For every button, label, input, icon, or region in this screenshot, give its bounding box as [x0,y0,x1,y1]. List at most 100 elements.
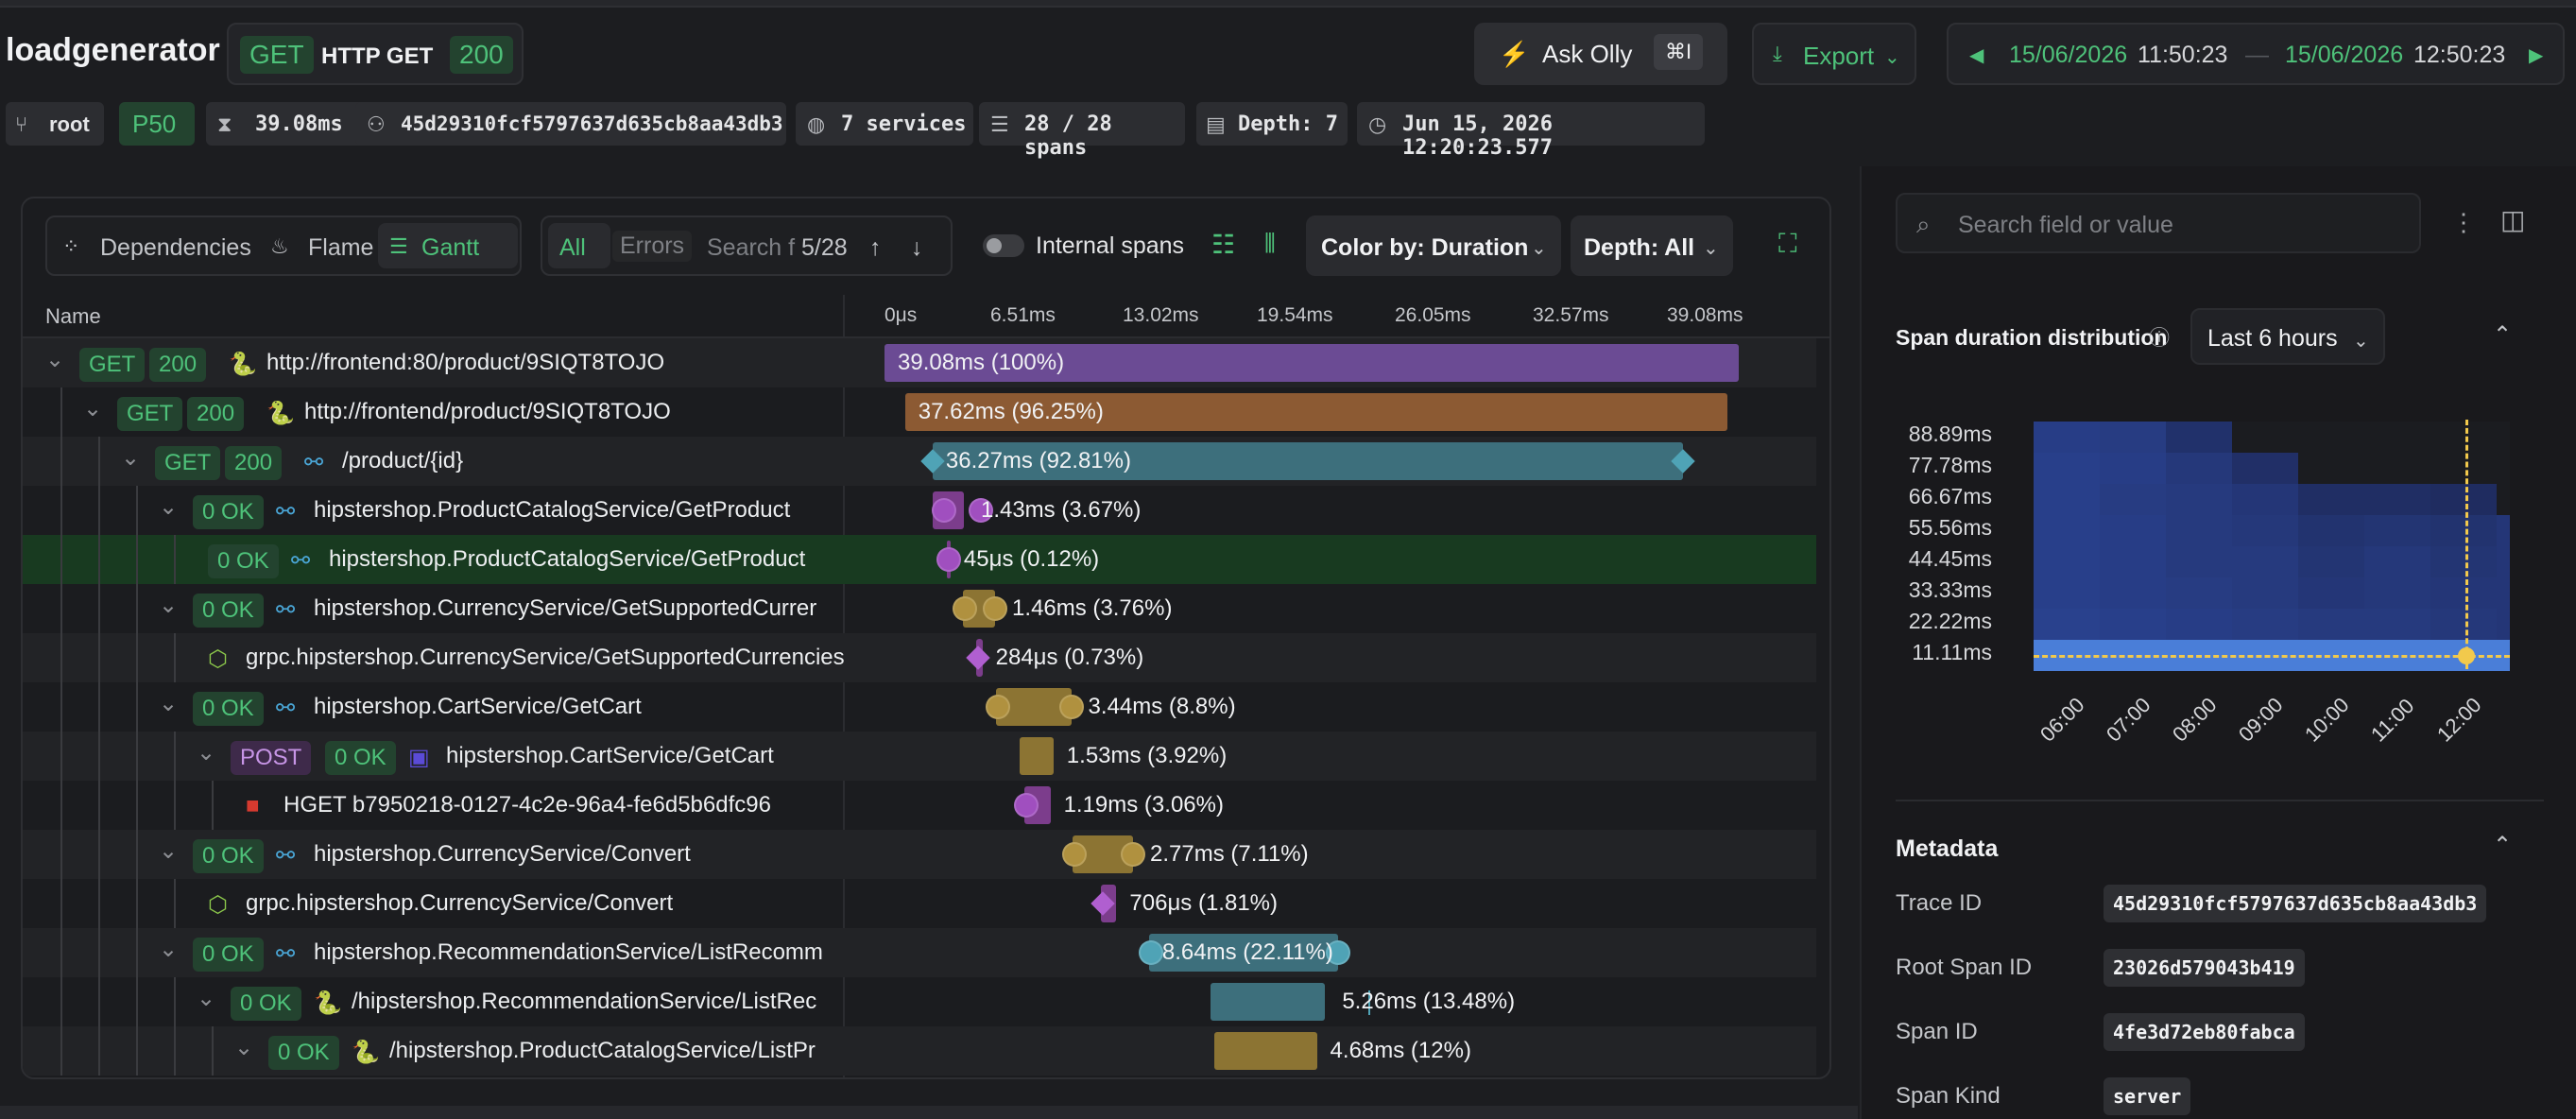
span-duration-label: 8.64ms (22.11%) [1161,939,1333,965]
time-range-picker[interactable]: ◀ 15/06/2026 11:50:23 — 15/06/2026 12:50… [1947,23,2565,85]
internal-spans-toggle[interactable] [983,234,1024,257]
color-by-dropdown[interactable]: Color by: Duration ⌄ [1306,215,1561,276]
chevron-down-icon[interactable]: ⌄ [197,740,216,766]
status-badge: 0 OK [193,594,264,628]
column-divider[interactable] [843,295,845,1077]
span-name-cell: ⌄ 0 OK ⚯ hipstershop.CartService/GetCart [23,682,845,732]
filter-all[interactable]: All [559,234,586,261]
metadata-value[interactable]: 23026d579043b419 [2104,949,2305,987]
chevron-down-icon[interactable]: ⌄ [159,691,179,716]
more-options-icon[interactable]: ⋮ [2451,208,2476,236]
span-duration-bar[interactable] [904,393,1727,431]
root-chip: ⑂ root [6,102,104,146]
duration-value: 39.08ms [255,112,343,136]
chevron-down-icon[interactable]: ⌄ [45,347,65,372]
tree-guide-line [60,977,62,1026]
span-row[interactable]: ⌄ GET 200 🐍 http://frontend/product/9SIQT8TO… [23,387,1816,437]
span-duration-bar[interactable] [1020,737,1054,775]
heatmap-cell [2034,609,2100,640]
depth-dropdown[interactable]: Depth: All ⌄ [1571,215,1733,276]
span-duration-bar[interactable] [1214,1032,1317,1070]
heatmap-cell [2364,515,2430,546]
chevron-down-icon[interactable]: ⌄ [83,396,103,422]
span-row[interactable]: ⌄ 0 OK 🐍 /hipstershop.ProductCatalogService… [23,1026,1816,1076]
bottom-scrollbar[interactable] [0,1106,1858,1119]
export-button[interactable]: ⤓ Export ⌄ [1752,23,1916,85]
metadata-value[interactable]: 45d29310fcf5797637d635cb8aa43db3 [2104,885,2487,922]
span-event-marker [1138,940,1163,965]
distribution-range-dropdown[interactable]: Last 6 hours ⌄ [2190,308,2385,365]
span-name: hipstershop.CurrencyService/GetSupported… [314,595,817,621]
ask-olly-button[interactable]: ⚡ Ask Olly ⌘I [1474,23,1727,85]
heatmap-cell [2497,422,2510,453]
chevron-down-icon[interactable]: ⌄ [197,986,216,1011]
collapse-distribution-icon[interactable]: ⌃ [2493,322,2513,348]
span-row[interactable]: ⌄ 0 OK ⚯ hipstershop.CartService/GetCart 3.4… [23,682,1816,732]
span-name: http://frontend/product/9SIQT8TOJO [304,399,671,424]
link-service-icon: ⚯ [291,548,311,574]
gantt-header: Name 0μs 6.51ms 13.02ms 19.54ms 26.05ms 32.57… [23,295,1829,338]
python-service-icon: 🐍 [314,990,342,1016]
chevron-down-icon[interactable]: ⌄ [159,593,179,618]
span-row[interactable]: ■ HGET b7950218-0127-4c2e-96a4-fe6d5b6dfc… [23,781,1816,830]
span-duration-label: 1.53ms (3.92%) [1066,743,1228,768]
span-row[interactable]: ⌄ 0 OK ⚯ hipstershop.CurrencyService/Conver… [23,830,1816,879]
heatmap-cell [2034,453,2100,484]
chevron-down-icon[interactable]: ⌄ [159,494,179,520]
span-row[interactable]: ⌄ 0 OK ⚯ hipstershop.RecommendationService/… [23,928,1816,977]
chevron-down-icon[interactable]: ⌄ [159,838,179,864]
span-event-marker [1368,990,1371,1015]
columns-icon[interactable]: ⫴ [1264,229,1276,258]
chevron-down-icon[interactable]: ⌄ [159,937,179,962]
trace-id-chip[interactable]: ⚇ 45d29310fcf5797637d635cb8aa43db3 [355,102,786,146]
heatmap-cell [2497,484,2510,515]
span-row[interactable]: ⌄ 0 OK ⚯ hipstershop.ProductCatalogService/… [23,486,1816,535]
toggle-panel-icon[interactable]: ◫ [2500,205,2526,234]
fullscreen-icon[interactable]: ⛶ [1778,229,1797,258]
chevron-down-icon[interactable]: ⌄ [121,445,141,471]
span-row[interactable]: ⌄ GET 200 ⚯ /product/{id} 36.27ms (92.81%) [23,437,1816,486]
span-row[interactable]: ⌄ 0 OK ⚯ hipstershop.CurrencyService/GetSup… [23,584,1816,633]
x-axis-label: 09:00 [2234,693,2288,747]
metadata-value[interactable]: server [2104,1077,2191,1115]
collapse-metadata-icon[interactable]: ⌃ [2493,833,2513,858]
time-tick: 0μs [884,304,918,326]
next-range-icon[interactable]: ▶ [2529,45,2544,66]
chevron-down-icon: ⌄ [1703,238,1719,259]
span-search-input[interactable]: Search f [707,234,796,261]
span-duration-bar[interactable] [1148,934,1338,972]
tree-guide-line [174,535,176,584]
y-axis-label: 22.22ms [1908,609,1992,633]
span-duration-label: 1.43ms (3.67%) [980,497,1142,523]
chevron-down-icon[interactable]: ⌄ [234,1035,254,1060]
span-row[interactable]: ⬡ grpc.hipstershop.CurrencyService/GetSup… [23,633,1816,682]
field-search-placeholder: Search field or value [1958,212,2173,238]
span-row[interactable]: ⌄ 0 OK 🐍 /hipstershop.RecommendationService… [23,977,1816,1026]
span-row[interactable]: ⬡ grpc.hipstershop.CurrencyService/Conver… [23,879,1816,928]
link-service-icon: ⚯ [276,696,296,721]
metadata-value[interactable]: 4fe3d72eb80fabca [2104,1013,2305,1051]
list-view-icon[interactable]: ☷ [1211,230,1236,259]
download-icon: ⤓ [1773,42,1782,65]
prev-match-icon[interactable]: ↑ [869,234,882,261]
span-duration-bar[interactable] [1210,983,1326,1021]
tab-gantt[interactable]: Gantt [421,234,480,261]
tab-dependencies[interactable]: Dependencies [100,234,251,261]
field-search-input[interactable]: ⌕ Search field or value [1896,193,2421,253]
span-duration-label: 5.26ms (13.48%) [1342,989,1516,1014]
next-match-icon[interactable]: ↓ [911,234,923,261]
span-duration-bar[interactable] [884,344,1739,382]
span-row[interactable]: ⌄ GET 200 🐍 http://frontend:80/product/9SIQT… [23,338,1816,387]
span-row[interactable]: ⌄ POST 0 OK ▣ hipstershop.CartService/GetCar… [23,732,1816,781]
span-duration-bar[interactable] [932,442,1684,480]
header: loadgenerator GET HTTP GET 200 ⚡ Ask Oll… [0,23,2576,85]
tree-icon: ⑂ [15,112,28,136]
span-row[interactable]: 0 OK ⚯ hipstershop.ProductCatalogService/G… [23,535,1816,584]
heatmap-cell [2166,609,2232,640]
tab-flame[interactable]: Flame [308,234,374,261]
filter-errors[interactable]: Errors [612,231,693,262]
info-icon[interactable]: ⓘ [2149,326,2171,350]
prev-range-icon[interactable]: ◀ [1969,45,1984,66]
y-axis-label: 88.89ms [1908,422,1992,446]
heatmap-cell [2100,453,2166,484]
